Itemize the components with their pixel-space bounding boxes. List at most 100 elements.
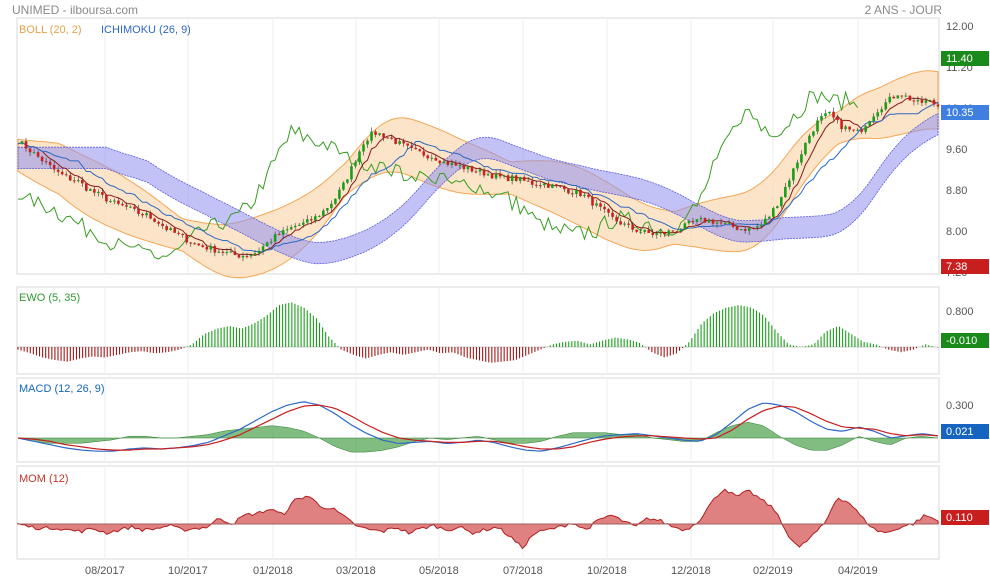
candle-body [583, 194, 586, 196]
candle-body [643, 229, 647, 232]
candle-body [792, 168, 795, 181]
candle-body [739, 229, 743, 231]
candle-body [486, 174, 490, 176]
candle-body [201, 245, 205, 247]
candle-body [727, 222, 731, 224]
candle-body [293, 225, 297, 228]
candle-body [313, 216, 317, 221]
candle-body [141, 213, 144, 216]
candle-body [181, 233, 185, 236]
candle-body [667, 230, 671, 235]
candle-body [20, 141, 24, 144]
candle-body [390, 137, 393, 139]
candle-body [603, 206, 606, 210]
candle-body [707, 219, 711, 223]
candle-body [808, 135, 811, 143]
candle-body [64, 174, 68, 176]
candle-body [161, 223, 164, 227]
candle-body [76, 180, 80, 182]
x-axis-label: 04/2019 [838, 565, 878, 577]
candle-body [406, 143, 409, 146]
candle-body [587, 194, 590, 197]
candle-body [555, 184, 558, 186]
candle-body [880, 109, 884, 113]
candle-body [679, 229, 683, 232]
candle-body [394, 138, 397, 144]
candle-body [699, 217, 703, 220]
candle-body [209, 246, 213, 250]
candle-body [446, 161, 450, 165]
candle-body [346, 179, 349, 183]
x-axis-label: 10/2017 [168, 565, 208, 577]
candle-body [117, 200, 120, 204]
candle-body [864, 125, 867, 132]
candle-body [639, 231, 643, 233]
candle-body [695, 219, 699, 222]
candle-body [820, 116, 823, 121]
candle-body [193, 243, 197, 245]
price-tick: 12.00 [946, 21, 974, 33]
candle-body [647, 229, 651, 233]
candle-body [197, 243, 201, 246]
candle-body [498, 173, 502, 177]
x-axis-label: 07/2018 [503, 565, 543, 577]
candle-body [691, 221, 695, 223]
candle-body [462, 165, 466, 170]
candle-body [780, 197, 783, 207]
candle-body [289, 227, 293, 230]
high-badge [941, 51, 989, 66]
candle-body [759, 224, 763, 227]
candle-body [382, 133, 385, 138]
candle-body [876, 112, 880, 117]
x-axis-label: 10/2018 [587, 565, 627, 577]
candle-body [434, 157, 438, 161]
candle-body [514, 175, 518, 181]
candle-body [28, 148, 32, 153]
mom-plot [17, 488, 939, 550]
candle-body [848, 126, 851, 130]
candle-body [627, 223, 630, 225]
candle-body [40, 156, 44, 162]
candle-body [510, 175, 514, 182]
last-price-badge [941, 105, 989, 120]
candle-body [450, 162, 454, 165]
candle-body [804, 142, 807, 155]
candle-body [93, 189, 96, 193]
candle-body [229, 251, 233, 253]
macd-plot [17, 401, 939, 453]
signal-line [17, 404, 939, 451]
candle-body [129, 206, 132, 208]
candle-body [133, 206, 136, 209]
candle-body [338, 189, 341, 199]
candle-body [478, 169, 482, 172]
candle-body [442, 161, 446, 164]
candle-body [285, 229, 289, 231]
candle-body [812, 131, 815, 136]
candle-body [137, 208, 140, 214]
candle-body [747, 227, 751, 231]
candle-body [297, 224, 301, 226]
candle-body [542, 183, 546, 186]
mom-badge-text: 0.110 [946, 512, 973, 524]
period-label[interactable]: 2 ANS - JOUR [864, 3, 942, 17]
candle-body [904, 95, 908, 97]
candle-body [631, 224, 634, 230]
candle-body [502, 175, 506, 177]
candle-body [72, 180, 76, 182]
candle-body [595, 203, 598, 206]
candle-body [755, 226, 759, 228]
momentum-area [17, 488, 939, 550]
candle-body [788, 180, 791, 187]
ichimoku-label: ICHIMOKU (26, 9) [101, 24, 191, 36]
candle-body [784, 186, 787, 198]
candle-body [924, 100, 928, 103]
candle-body [687, 221, 691, 224]
candle-body [418, 149, 422, 152]
candle-body [900, 95, 904, 97]
candle-body [44, 161, 48, 163]
candle-body [36, 152, 40, 157]
candle-body [526, 180, 530, 182]
candle-body [105, 194, 108, 202]
candle-body [767, 216, 771, 219]
candle-body [309, 219, 313, 221]
